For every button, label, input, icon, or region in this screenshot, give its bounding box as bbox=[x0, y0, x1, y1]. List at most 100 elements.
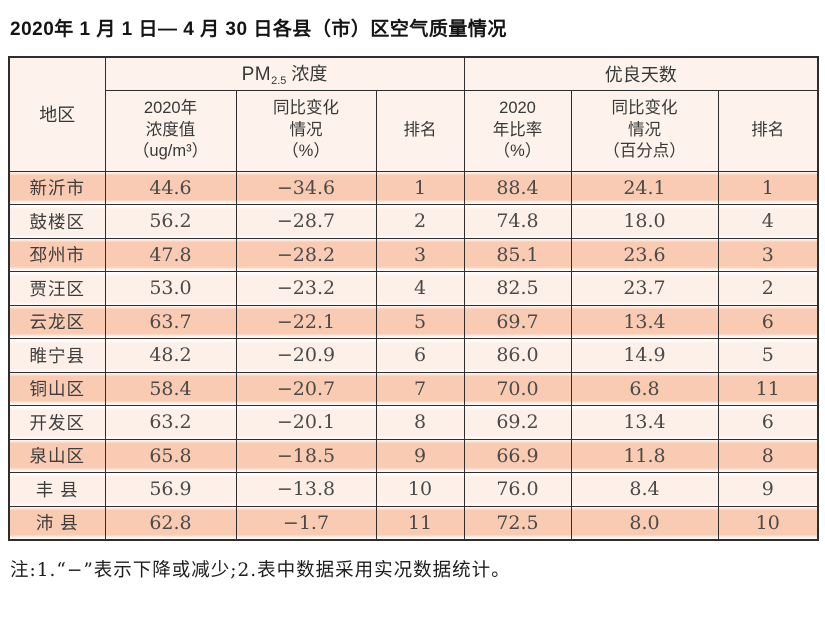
table-row: 丰 县 56.9 −13.8 10 76.0 8.4 9 bbox=[8, 472, 819, 507]
cell-pm-value: 44.6 bbox=[104, 170, 237, 205]
table-row: 睢宁县 48.2 −20.9 6 86.0 14.9 5 bbox=[8, 338, 819, 373]
header-good-rate: 2020 年比率 （%） bbox=[463, 89, 572, 172]
header-good-change: 同比变化 情况 （百分点） bbox=[570, 89, 719, 172]
cell-good-change: 6.8 bbox=[570, 371, 719, 406]
cell-region: 铜山区 bbox=[8, 371, 106, 406]
cell-good-rate: 72.5 bbox=[463, 505, 572, 540]
cell-good-rank: 1 bbox=[717, 170, 819, 205]
cell-pm-value: 65.8 bbox=[104, 438, 237, 473]
table-row: 沛 县 62.8 −1.7 11 72.5 8.0 10 bbox=[8, 505, 819, 540]
cell-region: 泉山区 bbox=[8, 438, 106, 473]
cell-good-rank: 4 bbox=[717, 204, 819, 239]
cell-pm-change: −22.1 bbox=[235, 304, 377, 339]
cell-pm-change: −13.8 bbox=[235, 472, 377, 507]
cell-good-rank: 6 bbox=[717, 405, 819, 440]
cell-pm-rank: 7 bbox=[375, 371, 465, 406]
cell-pm-value: 53.0 bbox=[104, 271, 237, 306]
cell-good-change: 14.9 bbox=[570, 338, 719, 373]
table-row: 贾汪区 53.0 −23.2 4 82.5 23.7 2 bbox=[8, 271, 819, 306]
cell-pm-value: 56.2 bbox=[104, 204, 237, 239]
header-pm-change: 同比变化 情况 （%） bbox=[235, 89, 377, 172]
cell-pm-value: 62.8 bbox=[104, 505, 237, 540]
cell-region: 云龙区 bbox=[8, 304, 106, 339]
pm-subscript: 2.5 bbox=[271, 75, 287, 88]
pm-label: PM bbox=[241, 64, 272, 86]
cell-good-rank: 10 bbox=[717, 505, 819, 540]
table-row: 邳州市 47.8 −28.2 3 85.1 23.6 3 bbox=[8, 237, 819, 272]
cell-pm-change: −20.1 bbox=[235, 405, 377, 440]
cell-pm-rank: 11 bbox=[375, 505, 465, 540]
header-region: 地区 bbox=[8, 56, 106, 172]
cell-good-rate: 74.8 bbox=[463, 204, 572, 239]
cell-good-rank: 9 bbox=[717, 472, 819, 507]
cell-good-rate: 69.2 bbox=[463, 405, 572, 440]
cell-region: 开发区 bbox=[8, 405, 106, 440]
table-row: 新沂市 44.6 −34.6 1 88.4 24.1 1 bbox=[8, 170, 819, 205]
cell-pm-change: −1.7 bbox=[235, 505, 377, 540]
cell-region: 沛 县 bbox=[8, 505, 106, 540]
cell-pm-change: −20.7 bbox=[235, 371, 377, 406]
cell-pm-change: −34.6 bbox=[235, 170, 377, 205]
cell-good-change: 24.1 bbox=[570, 170, 719, 205]
table-row: 泉山区 65.8 −18.5 9 66.9 11.8 8 bbox=[8, 438, 819, 473]
table-row: 鼓楼区 56.2 −28.7 2 74.8 18.0 4 bbox=[8, 204, 819, 239]
cell-good-change: 8.4 bbox=[570, 472, 719, 507]
cell-region: 新沂市 bbox=[8, 170, 106, 205]
cell-region: 贾汪区 bbox=[8, 271, 106, 306]
cell-good-rank: 5 bbox=[717, 338, 819, 373]
header-good-rank: 排名 bbox=[717, 89, 819, 172]
cell-good-change: 13.4 bbox=[570, 304, 719, 339]
header-good-days-group: 优良天数 bbox=[463, 56, 819, 91]
cell-pm-change: −28.2 bbox=[235, 237, 377, 272]
page-title: 2020年 1 月 1 日— 4 月 30 日各县（市）区空气质量情况 bbox=[10, 19, 507, 40]
cell-good-rank: 2 bbox=[717, 271, 819, 306]
cell-good-rank: 11 bbox=[717, 371, 819, 406]
cell-good-rank: 3 bbox=[717, 237, 819, 272]
cell-pm-rank: 2 bbox=[375, 204, 465, 239]
cell-pm-value: 47.8 bbox=[104, 237, 237, 272]
cell-pm-rank: 6 bbox=[375, 338, 465, 373]
cell-region: 邳州市 bbox=[8, 237, 106, 272]
cell-good-change: 13.4 bbox=[570, 405, 719, 440]
cell-pm-rank: 4 bbox=[375, 271, 465, 306]
cell-pm-rank: 10 bbox=[375, 472, 465, 507]
cell-pm-value: 63.2 bbox=[104, 405, 237, 440]
cell-pm-change: −20.9 bbox=[235, 338, 377, 373]
cell-pm-rank: 8 bbox=[375, 405, 465, 440]
table-row: 铜山区 58.4 −20.7 7 70.0 6.8 11 bbox=[8, 371, 819, 406]
cell-pm-rank: 3 bbox=[375, 237, 465, 272]
cell-good-rank: 8 bbox=[717, 438, 819, 473]
cell-good-change: 8.0 bbox=[570, 505, 719, 540]
cell-pm-change: −18.5 bbox=[235, 438, 377, 473]
cell-good-rate: 69.7 bbox=[463, 304, 572, 339]
table-header: 地区 PM2.5 浓度 优良天数 2020年 浓度值 （ug/m³） 同比变化 … bbox=[8, 56, 819, 172]
cell-good-rank: 6 bbox=[717, 304, 819, 339]
cell-good-change: 23.7 bbox=[570, 271, 719, 306]
cell-good-change: 11.8 bbox=[570, 438, 719, 473]
cell-good-change: 23.6 bbox=[570, 237, 719, 272]
cell-good-rate: 86.0 bbox=[463, 338, 572, 373]
header-pm-value: 2020年 浓度值 （ug/m³） bbox=[104, 89, 237, 172]
cell-good-change: 18.0 bbox=[570, 204, 719, 239]
cell-pm-value: 63.7 bbox=[104, 304, 237, 339]
cell-pm-change: −23.2 bbox=[235, 271, 377, 306]
cell-pm-change: −28.7 bbox=[235, 204, 377, 239]
cell-pm-value: 48.2 bbox=[104, 338, 237, 373]
cell-pm-value: 56.9 bbox=[104, 472, 237, 507]
header-pm-rank: 排名 bbox=[375, 89, 465, 172]
cell-pm-rank: 5 bbox=[375, 304, 465, 339]
cell-pm-value: 58.4 bbox=[104, 371, 237, 406]
cell-region: 丰 县 bbox=[8, 472, 106, 507]
cell-good-rate: 70.0 bbox=[463, 371, 572, 406]
cell-pm-rank: 9 bbox=[375, 438, 465, 473]
pm-group-suffix: 浓度 bbox=[286, 64, 328, 85]
air-quality-table: 地区 PM2.5 浓度 优良天数 2020年 浓度值 （ug/m³） 同比变化 … bbox=[8, 56, 819, 541]
cell-region: 睢宁县 bbox=[8, 338, 106, 373]
cell-good-rate: 66.9 bbox=[463, 438, 572, 473]
cell-good-rate: 88.4 bbox=[463, 170, 572, 205]
cell-good-rate: 76.0 bbox=[463, 472, 572, 507]
footnote: 注:1.“−”表示下降或减少;2.表中数据采用实况数据统计。 bbox=[10, 559, 511, 581]
table-row: 开发区 63.2 −20.1 8 69.2 13.4 6 bbox=[8, 405, 819, 440]
cell-good-rate: 82.5 bbox=[463, 271, 572, 306]
